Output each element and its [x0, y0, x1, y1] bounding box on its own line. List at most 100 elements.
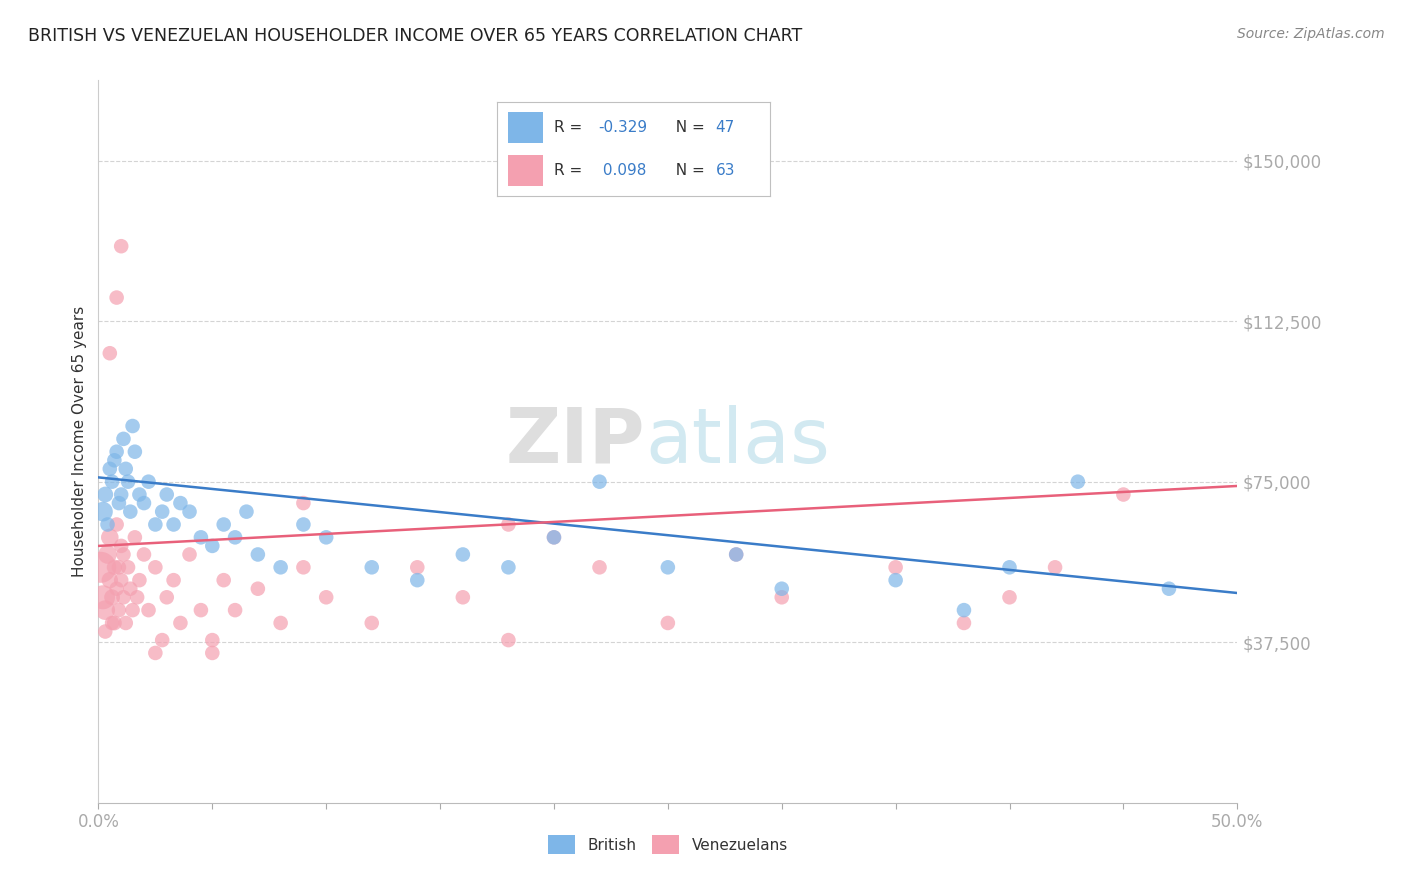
Point — [101, 615, 124, 630]
Point — [201, 633, 224, 648]
Text: Source: ZipAtlas.com: Source: ZipAtlas.com — [1237, 27, 1385, 41]
Point — [953, 615, 976, 630]
Point — [132, 548, 155, 562]
Point — [105, 582, 128, 596]
Point — [169, 496, 191, 510]
Point — [588, 475, 610, 489]
Point — [91, 591, 114, 605]
Point — [543, 530, 565, 544]
Point — [292, 496, 315, 510]
Point — [998, 560, 1021, 574]
Point — [451, 548, 474, 562]
Point — [1043, 560, 1066, 574]
Point — [770, 582, 793, 596]
Point — [110, 487, 132, 501]
Point — [94, 487, 117, 501]
Point — [360, 615, 382, 630]
Point — [138, 475, 160, 489]
Point — [98, 573, 121, 587]
Point — [124, 444, 146, 458]
Point — [190, 530, 212, 544]
Point — [451, 591, 474, 605]
Point — [156, 591, 179, 605]
Point — [94, 624, 117, 639]
Point — [156, 487, 179, 501]
Point — [360, 560, 382, 574]
Legend: British, Venezuelans: British, Venezuelans — [541, 830, 794, 860]
Point — [105, 291, 128, 305]
Point — [145, 560, 167, 574]
Point — [108, 603, 131, 617]
Point — [162, 517, 184, 532]
Point — [98, 346, 121, 360]
Point — [124, 530, 146, 544]
Point — [103, 615, 125, 630]
Text: ZIP: ZIP — [506, 405, 645, 478]
Point — [179, 505, 201, 519]
Point — [292, 517, 315, 532]
Point — [112, 432, 135, 446]
Point — [105, 444, 128, 458]
Point — [315, 591, 337, 605]
Point — [169, 615, 191, 630]
Point — [1067, 475, 1090, 489]
Point — [224, 603, 246, 617]
Point — [179, 548, 201, 562]
Point — [998, 591, 1021, 605]
Point — [543, 530, 565, 544]
Point — [235, 505, 257, 519]
Point — [108, 560, 131, 574]
Point — [128, 487, 150, 501]
Point — [657, 560, 679, 574]
Point — [110, 239, 132, 253]
Point — [138, 603, 160, 617]
Point — [110, 573, 132, 587]
Point — [212, 517, 235, 532]
Point — [98, 462, 121, 476]
Point — [127, 591, 149, 605]
Point — [103, 560, 125, 574]
Point — [725, 548, 748, 562]
Point — [150, 505, 173, 519]
Point — [150, 633, 173, 648]
Text: atlas: atlas — [645, 405, 830, 478]
Point — [1157, 582, 1180, 596]
Point — [96, 517, 118, 532]
Point — [406, 573, 429, 587]
Point — [406, 560, 429, 574]
Point — [145, 517, 167, 532]
Point — [498, 517, 520, 532]
Point — [114, 462, 136, 476]
Point — [98, 530, 121, 544]
Point — [201, 646, 224, 660]
Y-axis label: Householder Income Over 65 years: Householder Income Over 65 years — [72, 306, 87, 577]
Point — [657, 615, 679, 630]
Point — [117, 475, 139, 489]
Point — [270, 560, 292, 574]
Point — [96, 548, 118, 562]
Point — [884, 573, 907, 587]
Point — [162, 573, 184, 587]
Point — [725, 548, 748, 562]
Point — [112, 548, 135, 562]
Point — [145, 646, 167, 660]
Point — [190, 603, 212, 617]
Point — [270, 615, 292, 630]
Point — [91, 505, 114, 519]
Point — [201, 539, 224, 553]
Point — [108, 496, 131, 510]
Point — [1112, 487, 1135, 501]
Point — [132, 496, 155, 510]
Point — [498, 633, 520, 648]
Point — [94, 603, 117, 617]
Point — [246, 548, 269, 562]
Point — [110, 539, 132, 553]
Point — [498, 560, 520, 574]
Point — [101, 591, 124, 605]
Point — [105, 517, 128, 532]
Point — [292, 560, 315, 574]
Point — [112, 591, 135, 605]
Point — [212, 573, 235, 587]
Point — [884, 560, 907, 574]
Point — [114, 615, 136, 630]
